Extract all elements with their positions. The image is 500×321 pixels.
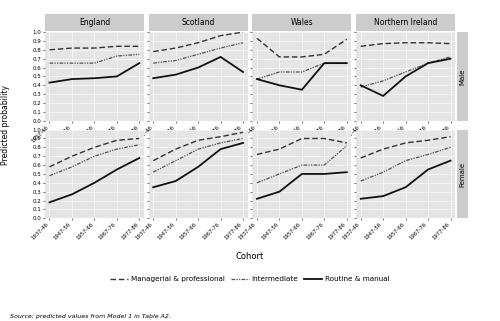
Text: Female: Female — [460, 161, 466, 187]
Text: England: England — [79, 18, 110, 27]
Text: Male: Male — [460, 68, 466, 85]
Text: Predicted probability: Predicted probability — [2, 85, 11, 165]
Legend: Managerial & professional, Intermediate, Routine & manual: Managerial & professional, Intermediate,… — [108, 273, 393, 285]
Text: Wales: Wales — [290, 18, 313, 27]
Text: Northern Ireland: Northern Ireland — [374, 18, 438, 27]
Text: Scotland: Scotland — [182, 18, 215, 27]
Text: Source: predicted values from Model 1 in Table A2.: Source: predicted values from Model 1 in… — [10, 314, 171, 319]
Text: Cohort: Cohort — [236, 252, 264, 261]
